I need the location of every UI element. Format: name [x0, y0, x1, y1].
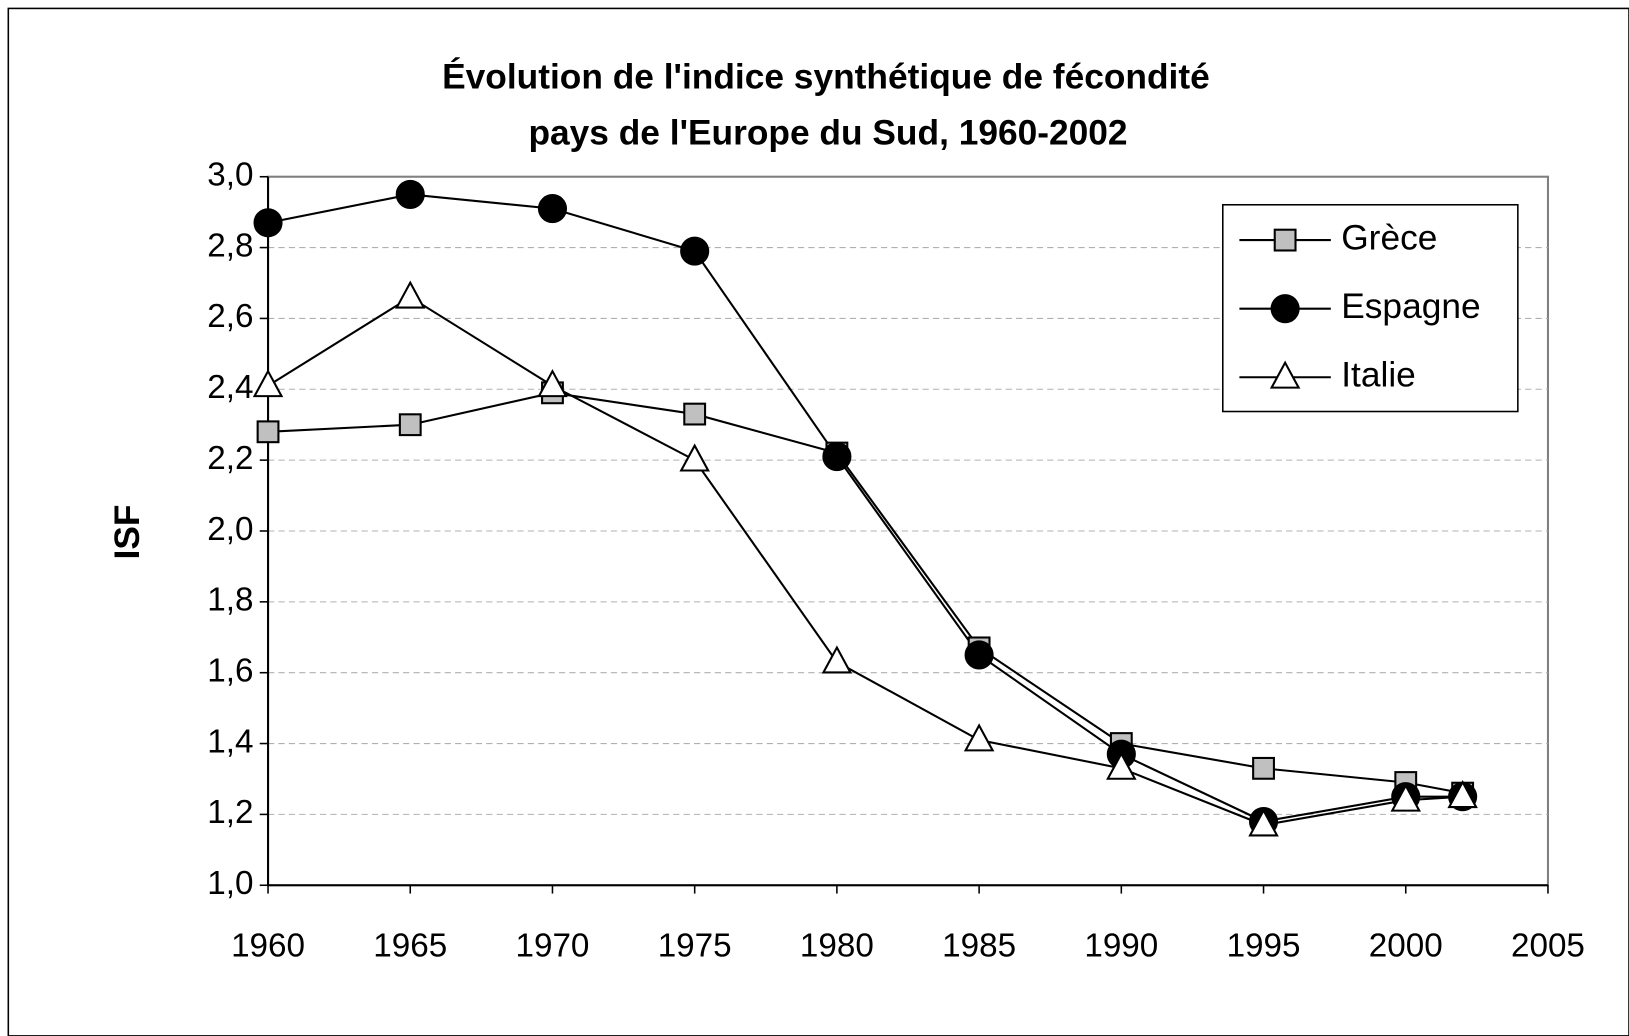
x-tick-label: 2000 [1369, 927, 1443, 964]
y-tick-label: 1,2 [207, 794, 253, 831]
x-tick-label: 1975 [658, 927, 732, 964]
marker [679, 443, 710, 472]
x-tick-label: 1960 [231, 927, 305, 964]
marker [395, 280, 426, 309]
y-tick-label: 3,0 [207, 157, 253, 194]
marker [1106, 751, 1137, 780]
marker [680, 236, 710, 266]
legend-marker [1269, 360, 1301, 389]
marker [537, 194, 568, 224]
x-tick-label: 1965 [373, 927, 447, 964]
marker [1248, 808, 1279, 837]
marker [1390, 783, 1422, 812]
y-tick-label: 2,0 [207, 511, 253, 548]
marker [1252, 756, 1275, 780]
x-tick-label: 1990 [1084, 927, 1158, 964]
x-tick-label: 1980 [800, 927, 874, 964]
y-tick-label: 2,6 [207, 298, 253, 335]
x-tick-label: 2005 [1511, 927, 1585, 964]
y-tick-label: 2,2 [207, 440, 253, 477]
y-axis-label: ISF [108, 505, 147, 560]
marker [683, 402, 707, 426]
chart-title: pays de l'Europe du Sud, 1960-2002 [528, 113, 1127, 152]
series-line [267, 193, 1463, 823]
legend-label: Italie [1341, 356, 1416, 395]
marker [821, 645, 853, 674]
y-tick-label: 1,6 [207, 652, 253, 689]
marker [252, 369, 284, 398]
legend-label: Espagne [1341, 287, 1480, 326]
marker [1447, 779, 1478, 809]
marker [822, 442, 852, 472]
y-tick-label: 1,4 [207, 723, 253, 760]
legend-label: Grèce [1341, 218, 1437, 257]
x-tick-label: 1995 [1227, 927, 1301, 964]
x-tick-label: 1985 [942, 927, 1016, 964]
marker [253, 208, 283, 238]
y-tick-label: 2,8 [207, 227, 253, 264]
x-tick-label: 1970 [515, 927, 589, 964]
marker [964, 640, 994, 670]
legend-marker [1270, 294, 1300, 324]
marker [256, 420, 280, 444]
series-line [267, 391, 1463, 795]
y-tick-label: 1,0 [207, 865, 253, 902]
legend-marker [1273, 228, 1297, 252]
marker [398, 413, 422, 437]
chart-title: Évolution de l'indice synthétique de féc… [442, 56, 1210, 96]
series-line [267, 295, 1463, 827]
y-tick-label: 1,8 [207, 582, 253, 619]
marker [395, 179, 425, 209]
y-tick-label: 2,4 [207, 369, 253, 406]
marker [963, 723, 995, 752]
marker [537, 369, 568, 398]
